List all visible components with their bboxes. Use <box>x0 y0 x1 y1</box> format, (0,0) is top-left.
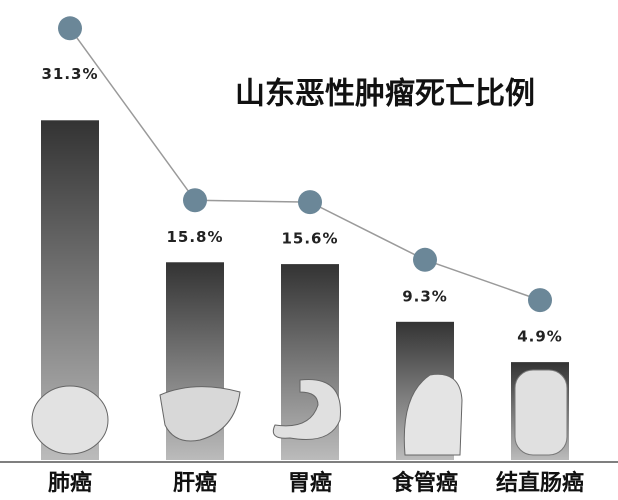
x-tick-label: 食管癌 <box>392 470 458 496</box>
x-tick-label: 肝癌 <box>173 470 217 496</box>
liver-illustration <box>159 386 241 442</box>
value-label: 15.6% <box>281 230 338 248</box>
value-label: 4.9% <box>517 328 563 346</box>
trend-marker <box>528 288 552 313</box>
trend-marker <box>413 247 437 272</box>
intestine-illustration <box>514 369 568 456</box>
bars <box>41 120 569 461</box>
trend-marker <box>58 16 82 41</box>
value-label: 15.8% <box>166 228 223 246</box>
trend-marker <box>298 190 322 215</box>
value-label: 9.3% <box>402 287 448 305</box>
stomach-illustration <box>272 379 341 440</box>
overlay: 31.3% 肺癌 15.8% 肝癌 15.6% 胃癌 9.3% 食管癌 4.9% 结直肠癌 <box>41 16 584 496</box>
head-illustration <box>403 373 463 456</box>
x-tick-label: 结直肠癌 <box>496 470 584 496</box>
lungs-illustration <box>31 385 109 455</box>
chart-title: 山东恶性肿瘤死亡比例 <box>235 77 535 112</box>
trend-marker <box>183 188 207 213</box>
x-tick-label: 肺癌 <box>48 470 92 496</box>
value-label: 31.3% <box>41 65 98 83</box>
organ-illustrations <box>31 369 568 456</box>
x-tick-label: 胃癌 <box>288 470 332 496</box>
trend-line <box>69 27 541 301</box>
